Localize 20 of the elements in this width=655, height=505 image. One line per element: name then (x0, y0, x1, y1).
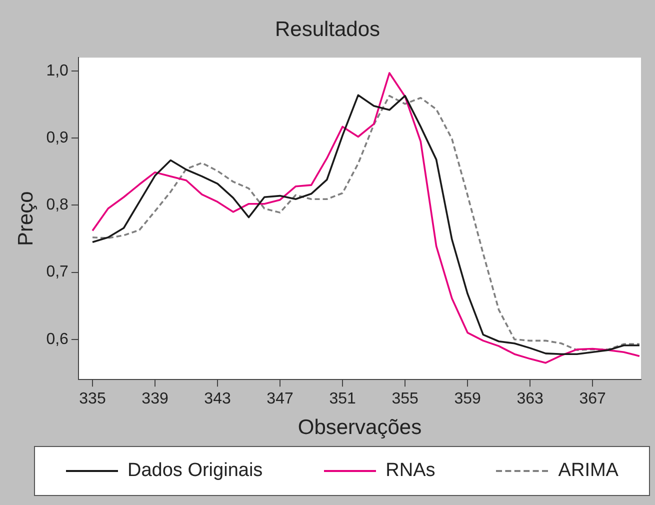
x-tick-label: 351 (329, 390, 356, 408)
legend-label: ARIMA (558, 460, 618, 482)
x-tick-label: 343 (204, 390, 231, 408)
legend-label: RNAs (386, 460, 436, 482)
x-tick-label: 363 (516, 390, 544, 408)
y-tick-label: 0,6 (46, 330, 69, 348)
x-axis-title: Observações (298, 416, 422, 440)
x-tick-label: 367 (579, 390, 606, 408)
legend-label: Dados Originais (128, 460, 263, 482)
y-tick-label: 1,0 (46, 62, 69, 80)
y-tick-label: 0,7 (46, 264, 69, 281)
y-tick-label: 0,8 (46, 196, 69, 214)
x-tick-label: 335 (79, 390, 106, 408)
x-tick-label: 339 (142, 390, 168, 408)
x-tick-label: 347 (266, 390, 294, 408)
x-tick-label: 355 (392, 390, 418, 408)
y-tick-label: 0,9 (46, 130, 69, 147)
y-axis-title: Preço (14, 191, 38, 246)
x-tick-label: 359 (454, 390, 481, 408)
chart-title: Resultados (274, 18, 382, 42)
